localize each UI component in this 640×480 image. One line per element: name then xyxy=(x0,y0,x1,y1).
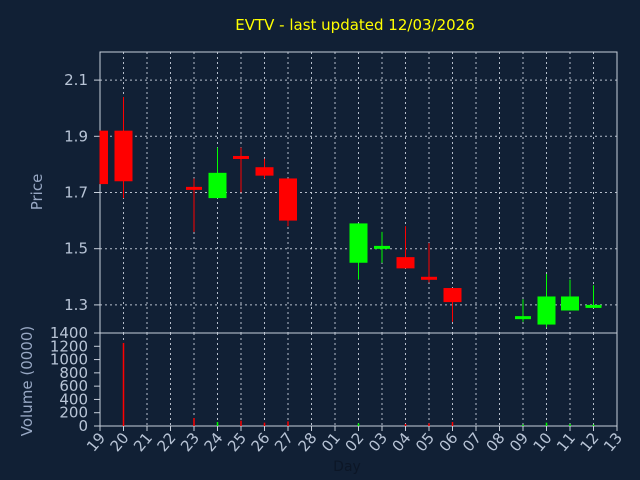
price-panel: 1.3 1.5 1.7 1.9 2.1 xyxy=(64,51,618,334)
x-tick-label: 28 xyxy=(295,429,321,455)
volume-tick-label: 1200 xyxy=(50,337,88,355)
x-tick-label: 07 xyxy=(459,429,485,455)
candle-body-up xyxy=(515,316,531,320)
candle-body-down xyxy=(186,186,202,190)
x-tick-label: 24 xyxy=(201,429,227,455)
x-tick-label: 05 xyxy=(412,429,438,455)
x-axis-label: Day xyxy=(333,459,361,475)
x-tick-label: 13 xyxy=(600,429,626,455)
x-tick-label: 10 xyxy=(530,429,556,455)
volume-tick-label: 800 xyxy=(59,364,88,382)
x-tick-label: 03 xyxy=(365,429,391,455)
candle-body-down xyxy=(233,155,249,159)
volume-tick-label: 1000 xyxy=(50,351,88,369)
x-tick-label: 27 xyxy=(271,429,297,455)
price-axis-label: Price xyxy=(28,174,46,211)
x-tick-label: 09 xyxy=(506,429,532,455)
price-tick-label: 1.9 xyxy=(64,127,88,145)
volume-axis-label: Volume (0000) xyxy=(18,326,36,436)
x-tick-label: 11 xyxy=(553,429,579,455)
candle-body-down xyxy=(255,167,274,176)
price-tick-label: 1.5 xyxy=(64,240,88,258)
candle-body-up xyxy=(561,296,579,311)
x-tick-label: 04 xyxy=(389,429,415,455)
x-tick-label: 21 xyxy=(130,429,156,455)
candle-body-down xyxy=(114,130,133,182)
x-tick-label: 06 xyxy=(436,429,462,455)
x-tick-label: 08 xyxy=(483,429,509,455)
chart-title: EVTV - last updated 12/03/2026 xyxy=(235,16,475,34)
x-tick-label: 26 xyxy=(248,429,274,455)
x-tick-label: 23 xyxy=(177,429,203,455)
volume-tick-label: 200 xyxy=(59,404,88,422)
x-tick-label: 22 xyxy=(154,429,180,455)
candle-body-down xyxy=(443,288,462,303)
candle-body-down xyxy=(421,276,437,280)
candle-body-down xyxy=(396,257,415,269)
x-tick-label: 20 xyxy=(107,429,133,455)
volume-tick-label: 0 xyxy=(78,417,88,435)
candle-body-up xyxy=(349,223,368,263)
x-tick-label: 25 xyxy=(224,429,250,455)
price-tick-label: 1.3 xyxy=(64,296,88,314)
candle-body-down xyxy=(100,130,108,185)
volume-tick-label: 400 xyxy=(59,390,88,408)
candle-body-up xyxy=(537,296,556,325)
candle-body-down xyxy=(279,178,297,221)
volume-panel: 0200400600800100012001400192021222324252… xyxy=(50,324,626,455)
x-tick-label: 02 xyxy=(342,429,368,455)
price-tick-label: 1.7 xyxy=(64,184,88,202)
candle-body-up xyxy=(374,245,390,249)
volume-tick-label: 600 xyxy=(59,377,88,395)
volume-tick-label: 1400 xyxy=(50,324,88,342)
x-tick-label: 12 xyxy=(577,429,603,455)
candle-body-up xyxy=(585,304,602,308)
price-tick-label: 2.1 xyxy=(64,71,88,89)
candle-body-up xyxy=(208,172,227,199)
x-tick-label: 01 xyxy=(318,429,344,455)
